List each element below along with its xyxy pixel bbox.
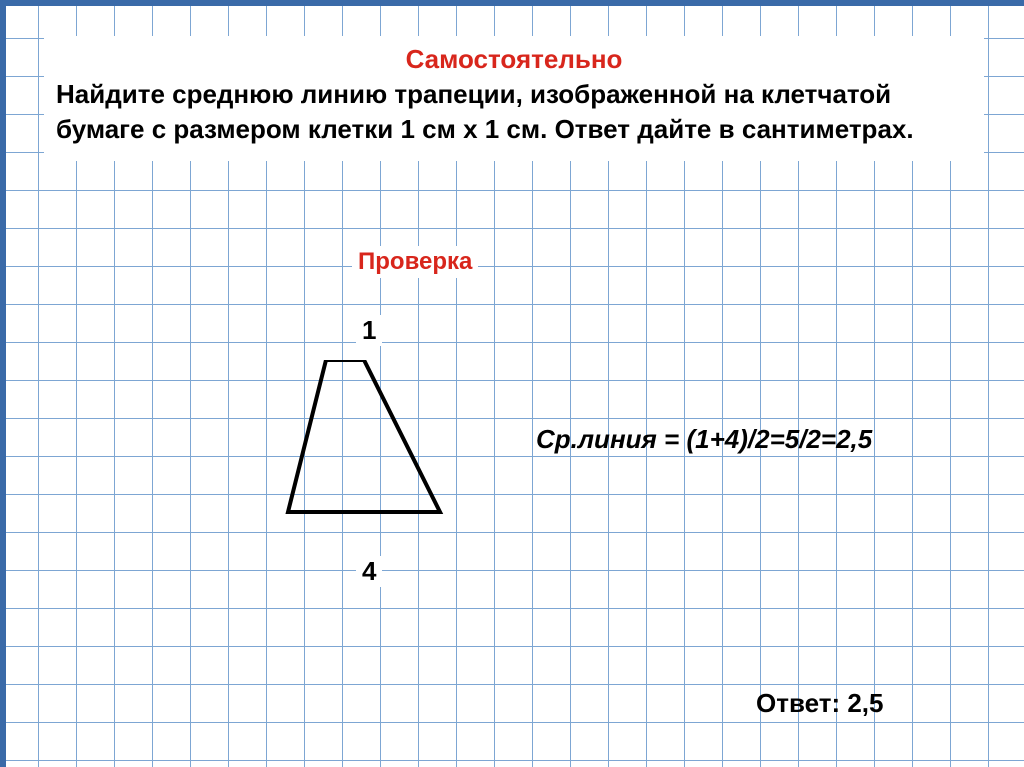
- top-border: [0, 0, 1024, 6]
- check-label: Проверка: [352, 246, 478, 278]
- problem-title: Самостоятельно: [56, 44, 972, 75]
- trapezoid-shape: [288, 360, 440, 512]
- trapezoid-figure: [250, 360, 480, 530]
- answer-text: Ответ: 2,5: [756, 688, 883, 719]
- problem-statement-box: Самостоятельно Найдите среднюю линию тра…: [44, 36, 984, 161]
- trapezoid-top-base-label: 1: [356, 315, 382, 346]
- problem-text: Найдите среднюю линию трапеции, изображе…: [56, 77, 972, 147]
- midline-formula: Ср.линия = (1+4)/2=5/2=2,5: [536, 424, 872, 455]
- trapezoid-bottom-base-label: 4: [356, 556, 382, 587]
- left-border: [0, 0, 6, 767]
